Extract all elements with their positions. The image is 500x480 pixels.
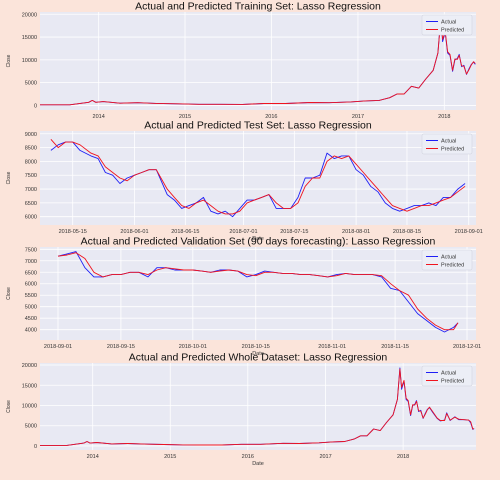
- legend-label: Actual: [441, 20, 456, 26]
- y-tick-label: 15000: [22, 383, 37, 389]
- x-tick-label: 2018-07-01: [229, 229, 257, 235]
- chart-title: Actual and Predicted Validation Set (90 …: [81, 236, 436, 248]
- x-tick-label: 2018-05-15: [59, 229, 87, 235]
- y-tick-label: 8000: [25, 159, 37, 165]
- chart-panel-2: 6000 6500 7000 7500 8000 8500 9000 2018-05-15 20…: [6, 120, 483, 243]
- y-tick-label: 10000: [22, 58, 37, 64]
- y-tick-label: 5500: [25, 293, 37, 299]
- plot-area: [40, 247, 476, 340]
- legend: Actual Predicted: [421, 133, 473, 155]
- y-tick-label: 6500: [25, 270, 37, 276]
- y-axis-label: Close: [6, 400, 12, 413]
- x-tick-label: 2018-06-15: [171, 229, 199, 235]
- y-tick-label: 6000: [25, 282, 37, 288]
- y-axis-label: Close: [6, 171, 12, 184]
- x-tick-label: 2016: [265, 114, 277, 120]
- x-tick-label: 2018-08-15: [393, 229, 421, 235]
- legend: Actual Predicted: [421, 249, 473, 271]
- legend-label: Actual: [441, 255, 456, 261]
- x-tick-label: 2018-09-01: [44, 344, 72, 350]
- plot-area: [40, 12, 476, 110]
- x-axis-label: Date: [252, 236, 264, 242]
- y-tick-label: 6000: [25, 215, 37, 221]
- y-tick-label: 7000: [25, 187, 37, 193]
- legend-label: Predicted: [441, 147, 464, 153]
- x-tick-label: 2015: [179, 114, 191, 120]
- chart-title: Actual and Predicted Test Set: Lasso Reg…: [144, 120, 372, 132]
- y-tick-label: 8500: [25, 146, 37, 152]
- legend-label: Predicted: [441, 28, 464, 34]
- legend: Actual Predicted: [421, 365, 473, 387]
- y-tick-label: 7000: [25, 259, 37, 265]
- y-tick-label: 4000: [25, 328, 37, 334]
- x-tick-label: 2014: [87, 454, 99, 460]
- y-tick-label: 5000: [25, 305, 37, 311]
- x-tick-label: 2018-09-01: [455, 229, 483, 235]
- series-line-predicted: [40, 18, 476, 106]
- y-tick-label: 5000: [25, 81, 37, 87]
- series-line-predicted: [40, 368, 475, 446]
- x-tick-label: 2018-11-15: [381, 344, 409, 350]
- y-tick-label: 20000: [22, 363, 37, 369]
- y-tick-label: 15000: [22, 35, 37, 41]
- y-tick-label: 20000: [22, 12, 37, 18]
- legend-label: Predicted: [441, 263, 464, 269]
- plot-area: [40, 131, 476, 225]
- y-tick-label: 10000: [22, 403, 37, 409]
- x-tick-label: 2017: [352, 114, 364, 120]
- y-tick-label: 9000: [25, 132, 37, 138]
- chart-panel-4: 0 5000 10000 15000 20000 2014 2015 2016 2017 2018…: [6, 352, 476, 467]
- y-tick-label: 7500: [25, 173, 37, 179]
- x-tick-label: 2017: [319, 454, 331, 460]
- plot-area: [40, 363, 476, 450]
- x-tick-label: 2018-09-15: [107, 344, 135, 350]
- y-tick-label: 0: [34, 103, 37, 109]
- legend-label: Actual: [441, 139, 456, 145]
- x-axis-label: Date: [252, 351, 264, 357]
- y-tick-label: 4500: [25, 316, 37, 322]
- y-tick-label: 6500: [25, 201, 37, 207]
- y-tick-label: 7500: [25, 247, 37, 253]
- legend-label: Actual: [441, 371, 456, 377]
- series-line-predicted: [57, 252, 459, 331]
- x-tick-label: 2016: [242, 454, 254, 460]
- x-tick-label: 2018: [397, 454, 409, 460]
- x-tick-label: 2015: [164, 454, 176, 460]
- x-tick-label: 2018-11-01: [318, 344, 346, 350]
- x-tick-label: 2018-07-15: [280, 229, 308, 235]
- y-axis-label: Close: [6, 287, 12, 300]
- x-tick-label: 2018-10-15: [242, 344, 270, 350]
- y-tick-label: 5000: [25, 424, 37, 430]
- x-tick-label: 2018-08-01: [342, 229, 370, 235]
- legend-label: Predicted: [441, 379, 464, 385]
- x-tick-label: 2018-06-01: [120, 229, 148, 235]
- x-tick-label: 2018-12-01: [453, 344, 481, 350]
- x-tick-label: 2014: [93, 114, 105, 120]
- y-tick-label: 0: [34, 444, 37, 450]
- x-tick-label: 2018-10-01: [179, 344, 207, 350]
- chart-title: Actual and Predicted Whole Dataset: Lass…: [129, 352, 388, 364]
- chart-panel-3: 4000 4500 5000 5500 6000 6500 7000 7500 2018-09-…: [6, 236, 481, 358]
- y-axis-label: Close: [6, 54, 12, 67]
- x-tick-label: 2018: [438, 114, 450, 120]
- series-line-predicted: [50, 139, 466, 215]
- x-axis-label: Date: [252, 461, 264, 467]
- chart-panel-1: 0 5000 10000 15000 20000 2014 2015 2016 2017 2018…: [6, 1, 476, 120]
- legend: Actual Predicted: [421, 14, 473, 36]
- chart-title: Actual and Predicted Training Set: Lasso…: [135, 1, 381, 13]
